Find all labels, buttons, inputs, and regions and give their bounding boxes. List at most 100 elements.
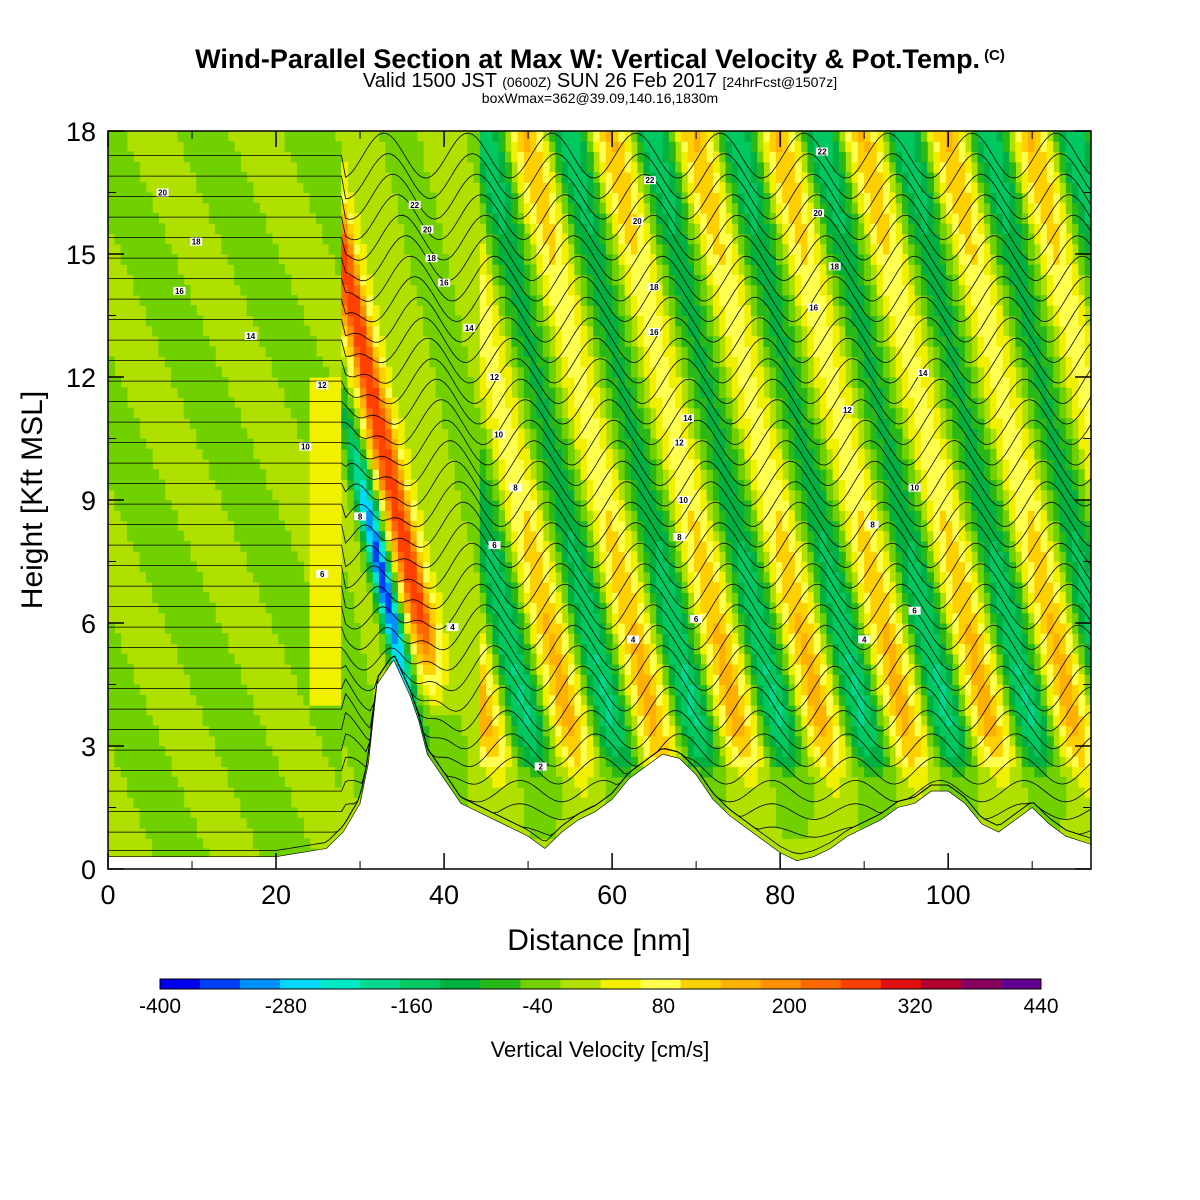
velocity-cell	[750, 530, 758, 542]
velocity-cell	[486, 418, 493, 429]
velocity-cell	[208, 459, 216, 470]
velocity-cell	[706, 530, 714, 542]
velocity-cell	[133, 192, 141, 204]
velocity-cell	[504, 438, 512, 450]
velocity-cell	[624, 325, 632, 337]
velocity-cell	[549, 592, 556, 604]
velocity-cell	[385, 469, 393, 481]
velocity-cell	[221, 418, 229, 429]
velocity-cell	[593, 520, 601, 532]
velocity-cell	[498, 459, 506, 470]
velocity-cell	[334, 377, 342, 388]
velocity-cell	[133, 469, 141, 481]
velocity-cell	[467, 377, 475, 388]
velocity-cell	[738, 664, 746, 675]
velocity-cell	[542, 500, 550, 511]
velocity-cell	[712, 407, 720, 419]
velocity-cell	[347, 500, 355, 511]
velocity-cell	[498, 684, 506, 696]
velocity-cell	[706, 551, 714, 563]
velocity-cell	[498, 387, 506, 399]
velocity-cell	[404, 213, 412, 224]
velocity-cell	[586, 756, 594, 768]
velocity-cell	[234, 479, 241, 491]
velocity-cell	[530, 541, 538, 552]
velocity-cell	[649, 223, 657, 235]
velocity-cell	[498, 233, 506, 245]
velocity-cell	[567, 346, 575, 358]
velocity-cell	[504, 274, 512, 286]
velocity-cell	[278, 315, 286, 327]
velocity-cell	[504, 561, 512, 573]
velocity-cell	[561, 510, 569, 522]
velocity-cell	[561, 582, 569, 593]
velocity-cell	[517, 305, 525, 317]
velocity-cell	[574, 377, 582, 388]
velocity-cell	[164, 530, 172, 542]
velocity-cell	[284, 561, 292, 573]
velocity-cell	[763, 684, 771, 696]
velocity-cell	[423, 725, 430, 737]
velocity-cell	[662, 602, 670, 614]
velocity-cell	[429, 735, 437, 747]
velocity-cell	[675, 377, 683, 388]
velocity-cell	[271, 828, 279, 839]
velocity-cell	[334, 582, 342, 593]
velocity-cell	[599, 172, 607, 183]
velocity-cell	[549, 776, 556, 788]
velocity-cell	[757, 223, 764, 235]
velocity-cell	[668, 735, 676, 747]
velocity-cell	[372, 407, 380, 419]
velocity-cell	[108, 735, 115, 747]
velocity-cell	[234, 756, 241, 768]
velocity-cell	[656, 223, 664, 235]
velocity-cell	[624, 243, 632, 255]
velocity-cell	[504, 623, 512, 634]
velocity-cell	[542, 787, 550, 798]
velocity-cell	[240, 182, 248, 194]
velocity-cell	[643, 551, 651, 563]
velocity-cell	[234, 264, 241, 276]
velocity-cell	[196, 397, 204, 409]
velocity-cell	[183, 356, 191, 368]
velocity-cell	[750, 182, 758, 194]
velocity-cell	[290, 295, 298, 306]
velocity-cell	[145, 448, 153, 460]
velocity-cell	[763, 284, 771, 296]
velocity-cell	[227, 715, 235, 727]
velocity-cell	[612, 213, 619, 224]
velocity-cell	[252, 284, 260, 296]
velocity-cell	[234, 520, 241, 532]
velocity-cell	[435, 612, 443, 624]
velocity-cell	[347, 469, 355, 481]
velocity-cell	[448, 746, 456, 757]
velocity-cell	[492, 202, 500, 214]
velocity-cell	[574, 715, 582, 727]
velocity-cell	[567, 223, 575, 235]
velocity-cell	[498, 407, 506, 419]
velocity-cell	[706, 428, 714, 440]
velocity-cell	[738, 141, 746, 153]
velocity-cell	[612, 346, 619, 358]
velocity-cell	[486, 448, 493, 460]
velocity-cell	[234, 213, 241, 224]
velocity-cell	[372, 602, 380, 614]
velocity-cell	[757, 633, 764, 645]
velocity-cell	[687, 479, 695, 491]
velocity-cell	[152, 489, 160, 501]
velocity-cell	[441, 756, 449, 768]
velocity-cell	[643, 182, 651, 194]
velocity-cell	[353, 305, 361, 317]
velocity-cell	[234, 448, 241, 460]
velocity-cell	[347, 459, 355, 470]
velocity-cell	[429, 664, 437, 675]
velocity-cell	[605, 653, 613, 665]
velocity-cell	[259, 489, 267, 501]
velocity-cell	[265, 489, 273, 501]
velocity-cell	[530, 407, 538, 419]
velocity-cell	[259, 284, 267, 296]
velocity-cell	[309, 192, 317, 204]
velocity-cell	[492, 530, 500, 542]
velocity-cell	[309, 459, 317, 470]
velocity-cell	[133, 223, 141, 235]
